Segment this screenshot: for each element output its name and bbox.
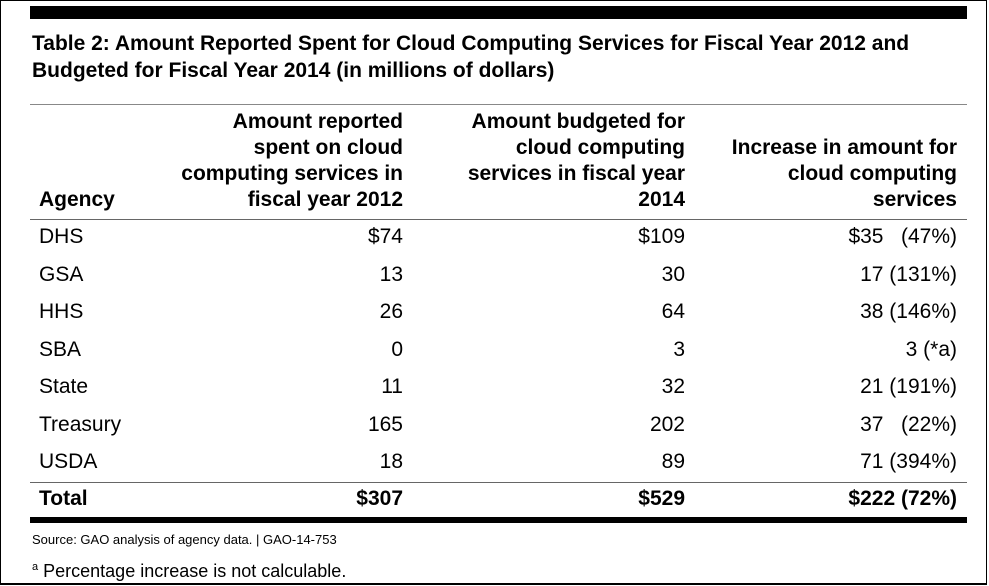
total-fy2014: $529 [638, 487, 685, 510]
row-increase: 71 (394%) [860, 450, 957, 473]
footnote-text: Percentage increase is not calculable. [43, 561, 347, 581]
row-fy2012: 13 [379, 262, 403, 286]
row-fy2014: 89 [661, 450, 685, 473]
bottom-rule [30, 517, 967, 523]
table-title: Table 2: Amount Reported Spent for Cloud… [32, 32, 910, 82]
row-fy2014: $109 [638, 225, 685, 248]
row-fy2014: 202 [649, 412, 685, 436]
row-increase: $35 (47%) [848, 225, 957, 248]
total-label: Total [39, 487, 88, 510]
row-agency: GSA [39, 262, 84, 286]
row-fy2012: 165 [367, 412, 403, 436]
total-increase: $222 (72%) [848, 487, 957, 510]
row-fy2012: 26 [379, 300, 403, 323]
header-fy2012: Amount reported spent on cloud computing… [181, 110, 403, 211]
row-fy2012: 11 [381, 375, 403, 398]
row-fy2014: 32 [661, 375, 685, 398]
row-fy2012: $74 [367, 225, 403, 248]
row-agency: USDA [39, 450, 98, 473]
divider [30, 482, 967, 483]
row-increase: 3 (*a) [905, 337, 957, 361]
top-bar [30, 6, 967, 19]
divider [30, 104, 967, 105]
divider [30, 219, 967, 220]
row-fy2014: 64 [661, 300, 685, 323]
footnote: a Percentage increase is not calculable. [32, 561, 346, 582]
row-fy2014: 30 [661, 262, 685, 286]
row-fy2012: 0 [391, 337, 403, 361]
total-fy2012: $307 [356, 487, 403, 510]
source-note: Source: GAO analysis of agency data. | G… [32, 532, 337, 547]
row-agency: Treasury [39, 412, 122, 436]
row-increase: 21 (191%) [860, 375, 957, 398]
row-increase: 17 (131%) [860, 262, 957, 286]
row-agency: DHS [39, 225, 84, 248]
row-agency: HHS [39, 300, 84, 323]
row-increase: 38 (146%) [860, 300, 957, 323]
header-fy2014: Amount budgeted for cloud computing serv… [467, 110, 685, 211]
header-agency: Agency [39, 188, 115, 211]
row-fy2014: 3 [673, 337, 685, 361]
row-increase: 37 (22%) [860, 412, 957, 436]
row-agency: SBA [39, 337, 82, 361]
header-increase: Increase in amount for cloud computing s… [731, 136, 957, 211]
row-fy2012: 18 [379, 450, 403, 473]
row-agency: State [39, 375, 89, 398]
footnote-marker: a [32, 561, 39, 573]
